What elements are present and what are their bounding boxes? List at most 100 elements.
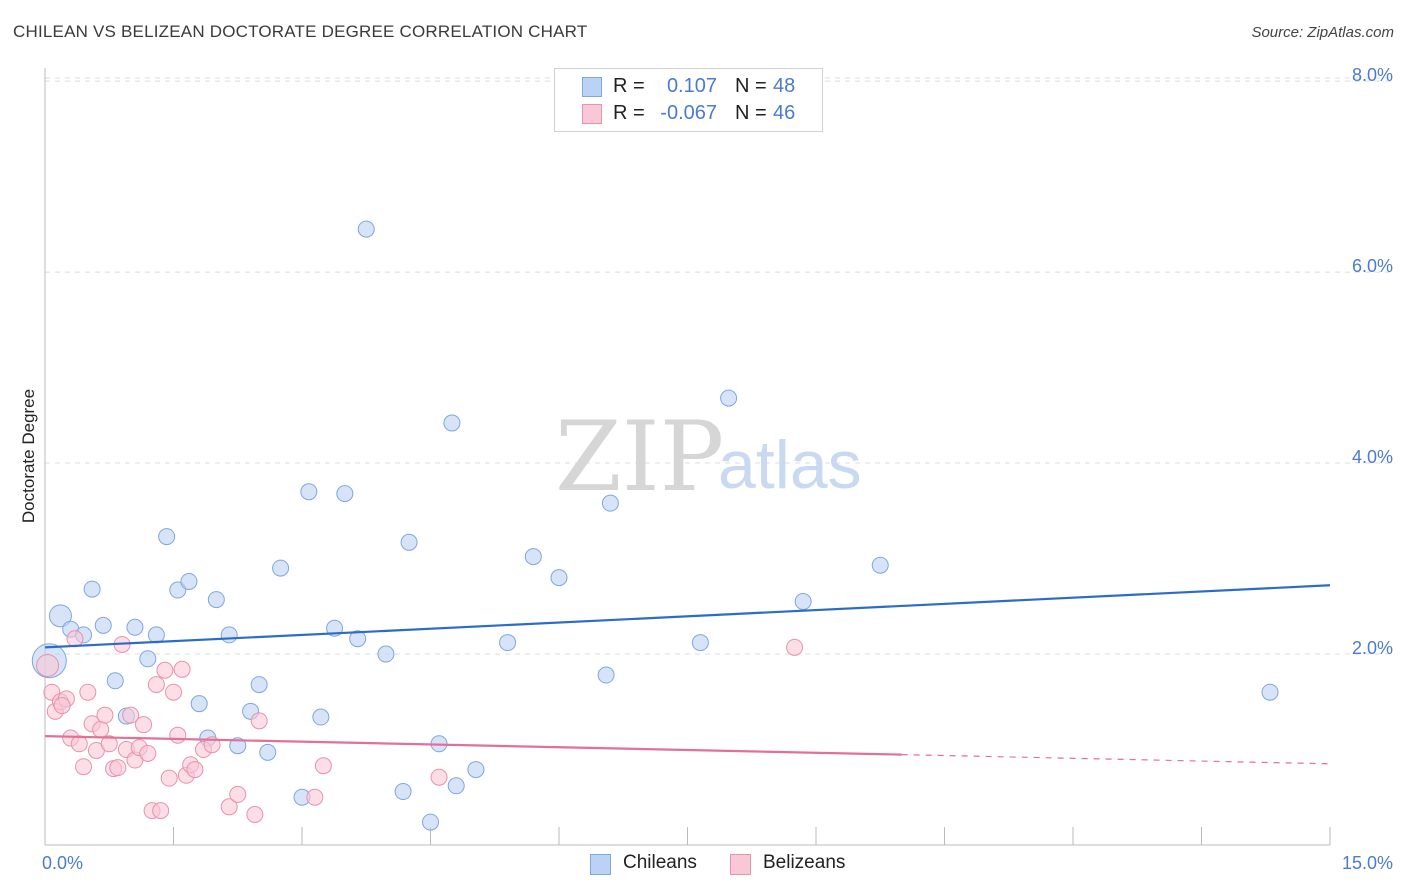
legend-n-value: 46 <box>773 102 796 124</box>
data-point-chileans <box>1261 683 1279 701</box>
source-credit: Source: ZipAtlas.com <box>1251 24 1394 41</box>
trend-lines <box>44 584 1331 765</box>
data-point-belizeans <box>156 661 174 679</box>
legend-swatch-blue <box>582 77 602 97</box>
data-point-chileans <box>106 672 124 690</box>
data-point-chileans <box>229 737 247 755</box>
y-tick-label: 6.0% <box>1352 256 1393 276</box>
data-point-belizeans <box>70 735 88 753</box>
data-point-chileans <box>422 813 439 831</box>
data-point-chileans <box>272 559 290 577</box>
data-point-chileans <box>250 676 268 694</box>
data-point-chileans <box>300 483 318 501</box>
data-point-chileans <box>139 650 157 668</box>
legend-n-value: 48 <box>773 75 796 97</box>
data-point-chileans <box>220 626 238 644</box>
data-point-chileans <box>550 569 568 587</box>
legend-n-label: N = <box>735 102 767 124</box>
watermark: ZIP atlas <box>555 401 862 513</box>
data-point-belizeans <box>96 706 114 724</box>
tick-labels: 2.0% 4.0% 6.0% 8.0% 0.0% 15.0% <box>42 65 1393 873</box>
data-point-belizeans <box>173 660 191 678</box>
trend-line-extension-belizeans <box>901 754 1331 765</box>
data-point-chileans <box>377 645 395 663</box>
data-point-belizeans <box>79 683 97 701</box>
data-point-chileans <box>524 548 542 566</box>
legend-row-chileans: R = 0.107 N = 48 <box>555 74 822 100</box>
legend-r-value: -0.067 <box>660 102 717 124</box>
data-point-belizeans <box>122 706 140 724</box>
data-point-belizeans <box>160 769 178 787</box>
data-point-chileans <box>400 533 418 551</box>
data-point-chileans <box>499 634 517 652</box>
data-point-chileans <box>190 695 208 713</box>
data-point-chileans <box>691 634 709 652</box>
data-point-chileans <box>48 604 72 628</box>
data-point-belizeans <box>186 761 204 779</box>
y-tick-label: 8.0% <box>1352 65 1393 85</box>
data-point-chileans <box>349 630 367 648</box>
data-point-belizeans <box>53 697 71 715</box>
data-point-belizeans <box>306 788 324 806</box>
data-point-belizeans <box>135 716 153 734</box>
legend-label-chileans: Chileans <box>623 852 697 873</box>
data-point-chileans <box>180 572 198 590</box>
x-tick-label: 15.0% <box>1342 853 1393 873</box>
data-point-chileans <box>601 494 619 512</box>
data-point-chileans <box>312 708 330 726</box>
data-point-chileans <box>467 761 485 779</box>
data-point-chileans <box>871 556 889 574</box>
data-point-belizeans <box>36 653 60 677</box>
trend-line-chileans <box>44 584 1331 649</box>
data-point-belizeans <box>169 726 187 744</box>
data-point-belizeans <box>100 735 118 753</box>
legend-swatch-chileans <box>590 854 611 875</box>
data-point-belizeans <box>152 802 170 820</box>
legend-row-belizeans: R = -0.067 N = 46 <box>555 101 822 127</box>
legend-r-value: 0.107 <box>666 75 717 97</box>
data-point-belizeans <box>430 768 448 786</box>
data-point-chileans <box>794 593 812 611</box>
data-point-belizeans <box>220 798 238 816</box>
watermark-zip: ZIP <box>555 401 724 513</box>
data-point-belizeans <box>147 676 165 694</box>
data-point-belizeans <box>786 638 804 656</box>
data-point-chileans <box>94 616 112 634</box>
trend-line-belizeans <box>44 735 902 756</box>
data-point-belizeans <box>75 758 93 776</box>
gridlines <box>45 77 1392 655</box>
legend-r-label: R = <box>613 75 645 97</box>
data-point-belizeans <box>66 630 84 648</box>
data-point-belizeans <box>314 757 332 775</box>
legend-label-belizeans: Belizeans <box>763 852 846 873</box>
y-tick-label: 4.0% <box>1352 447 1393 467</box>
data-point-chileans <box>83 580 101 598</box>
data-point-chileans <box>336 485 354 503</box>
data-point-chileans <box>447 777 465 795</box>
data-point-chileans <box>158 528 176 546</box>
data-point-belizeans <box>250 712 268 730</box>
y-axis-label: Doctorate Degree <box>19 389 38 523</box>
data-point-chileans <box>720 389 738 407</box>
data-point-chileans <box>357 220 375 238</box>
data-point-chileans <box>259 743 277 761</box>
legend-swatch-belizeans <box>730 854 751 875</box>
data-point-chileans <box>443 414 461 432</box>
data-point-belizeans <box>109 759 127 777</box>
data-point-chileans <box>126 618 144 636</box>
x-tick-label: 0.0% <box>42 853 83 873</box>
chart-title: CHILEAN VS BELIZEAN DOCTORATE DEGREE COR… <box>13 22 588 41</box>
data-point-chileans <box>207 591 225 609</box>
data-point-chileans <box>597 666 615 684</box>
data-point-belizeans <box>246 805 264 823</box>
watermark-atlas: atlas <box>718 427 862 503</box>
y-tick-label: 2.0% <box>1352 638 1393 658</box>
data-point-belizeans <box>92 720 110 738</box>
data-points <box>31 220 1279 831</box>
legend-n-label: N = <box>735 75 767 97</box>
data-point-chileans <box>394 783 412 801</box>
data-point-chileans <box>147 626 165 644</box>
data-point-belizeans <box>139 744 157 762</box>
legend-swatch-pink <box>582 104 602 124</box>
